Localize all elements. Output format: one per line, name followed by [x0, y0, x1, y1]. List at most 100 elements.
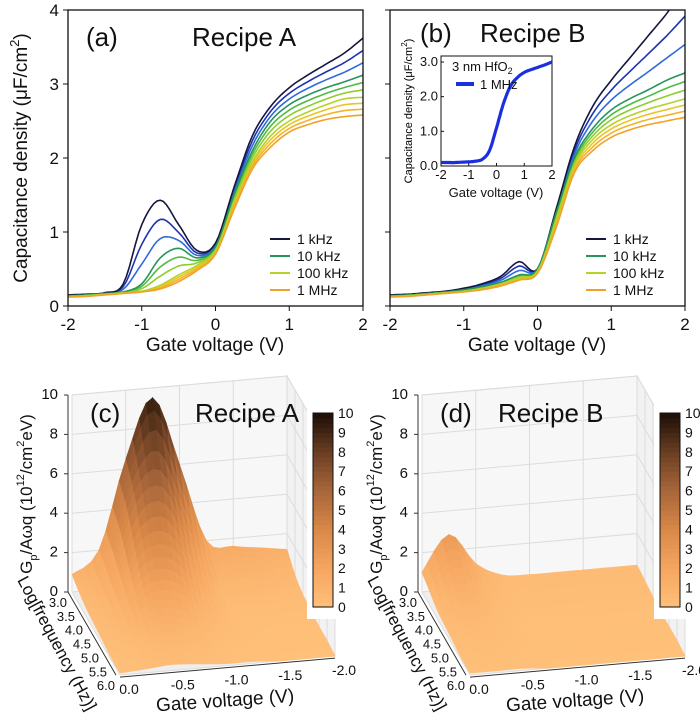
- legend-label: 100 kHz: [613, 265, 664, 281]
- colorbar-tick-label: 1: [685, 580, 693, 596]
- colorbar-segment: [660, 514, 680, 521]
- inset-annotation-subscript: 2: [508, 66, 513, 76]
- inset-ylabel-part: ): [403, 39, 415, 43]
- colorbar-segment: [660, 539, 680, 545]
- gate-voltage-tick-label: 0.0: [119, 681, 139, 697]
- colorbar-segment: [313, 480, 333, 487]
- frequency-tick-label: 3.0: [399, 595, 417, 610]
- colorbar-segment: [660, 461, 680, 467]
- colorbar-segment: [660, 427, 680, 433]
- z-label-part: 2: [365, 441, 377, 447]
- colorbar-segment: [660, 548, 680, 555]
- colorbar-tick-label: 1: [338, 580, 346, 596]
- colorbar-segment: [313, 524, 333, 530]
- frequency-tick-label: 5.5: [439, 664, 457, 679]
- legend-label: 100 kHz: [297, 265, 348, 281]
- colorbar-segment: [313, 587, 333, 594]
- gate-voltage-tick-label: -2.0: [682, 662, 700, 678]
- inset-legend-label: 1 MHz: [480, 77, 518, 92]
- colorbar-segment: [313, 432, 333, 438]
- panel-b-title: Recipe B: [480, 18, 586, 48]
- inset-ylabel-superscript: 2: [400, 42, 409, 47]
- gate-voltage-tick-label: -0.5: [171, 676, 195, 692]
- colorbar-segment: [660, 563, 680, 569]
- gate-voltage-tick-label: 0.0: [469, 681, 489, 697]
- x-tick-label: 1: [285, 315, 294, 334]
- colorbar-segment: [313, 602, 333, 608]
- gate-voltage-tick-label: -1.5: [628, 667, 652, 683]
- frequency-tick-label: 6.0: [97, 678, 115, 693]
- x-tick-label: -2: [60, 315, 75, 334]
- colorbar-segment: [313, 592, 333, 598]
- colorbar-tick-label: 2: [685, 560, 693, 576]
- frequency-tick-label: 5.0: [81, 650, 99, 665]
- colorbar-segment: [313, 553, 333, 560]
- inset-x-tick-label: 1: [521, 167, 528, 182]
- z-label-part: p: [28, 554, 40, 560]
- frequency-tick-label: 5.5: [89, 664, 107, 679]
- colorbar-segment: [313, 568, 333, 574]
- colorbar-tick-label: 6: [685, 483, 693, 499]
- frequency-tick-label: 4.5: [423, 637, 441, 652]
- colorbar-segment: [313, 485, 333, 492]
- colorbar-tick-label: 9: [338, 424, 346, 440]
- inset-y-tick-label: 0.0: [420, 158, 438, 173]
- colorbar-segment: [313, 543, 333, 550]
- colorbar-tick-label: 5: [338, 502, 346, 518]
- y-tick-label: 4: [50, 1, 59, 20]
- z-label-part: G: [17, 561, 36, 574]
- series-1-MHz: [68, 114, 363, 298]
- colorbar-segment: [660, 597, 680, 603]
- colorbar-segment: [660, 490, 680, 497]
- z-label-part: 2: [15, 441, 27, 447]
- colorbar-segment: [660, 437, 680, 443]
- colorbar-segment: [313, 548, 333, 555]
- gate-voltage-tick-label: -1.0: [224, 672, 248, 688]
- frequency-tick-label: 4.0: [65, 623, 83, 638]
- x-tick-label: 0: [211, 315, 220, 334]
- colorbar-segment: [660, 602, 680, 608]
- inset-xlabel: Gate voltage (V): [449, 185, 544, 200]
- colorbar-segment: [660, 476, 680, 482]
- z-tick-label: 0: [50, 583, 58, 600]
- panel-a-title: Recipe A: [192, 22, 297, 52]
- colorbar-segment: [660, 417, 680, 424]
- gate-voltage-tick-label: -1.0: [574, 672, 598, 688]
- colorbar-tick-label: 9: [685, 424, 693, 440]
- colorbar-tick-label: 10: [338, 405, 354, 421]
- inset-frame: [440, 55, 553, 167]
- inset-x-tick-label: -1: [463, 167, 475, 182]
- frequency-tick-label: 4.5: [73, 637, 91, 652]
- colorbar-segment: [660, 495, 680, 501]
- colorbar-tick-label: 2: [338, 560, 346, 576]
- colorbar-segment: [313, 573, 333, 579]
- z-tick-label: 6: [50, 465, 58, 482]
- y-tick-label: 3: [50, 75, 59, 94]
- z-tick-label: 8: [400, 425, 408, 442]
- legend-label: 10 kHz: [297, 248, 341, 264]
- y-tick-label: 2: [50, 149, 59, 168]
- colorbar-segment: [660, 471, 680, 477]
- colorbar-segment: [313, 505, 333, 511]
- colorbar-segment: [313, 461, 333, 467]
- panel-a-xlabel: Gate voltage (V): [146, 335, 284, 356]
- colorbar-tick-label: 3: [338, 541, 346, 557]
- ylabel-superscript: 2: [7, 40, 22, 47]
- legend-label: 1 MHz: [297, 282, 337, 298]
- frequency-axis: [417, 591, 467, 676]
- colorbar-segment: [660, 500, 680, 506]
- panel-c-label: (c): [90, 398, 120, 428]
- colorbar-segment: [313, 471, 333, 477]
- x-tick-label: 0: [533, 315, 542, 334]
- ylabel-part: ): [11, 33, 32, 39]
- colorbar-segment: [313, 417, 333, 424]
- gate-voltage-axis: [469, 657, 686, 678]
- z-tick-label: 10: [41, 386, 58, 403]
- colorbar-segment: [313, 500, 333, 506]
- z-label-part: G: [367, 561, 386, 574]
- colorbar-tick-label: 6: [338, 483, 346, 499]
- z-tick-label: 4: [400, 504, 408, 521]
- colorbar-segment: [660, 534, 680, 540]
- colorbar-frame: [659, 412, 681, 608]
- z-tick-label: 2: [50, 544, 58, 561]
